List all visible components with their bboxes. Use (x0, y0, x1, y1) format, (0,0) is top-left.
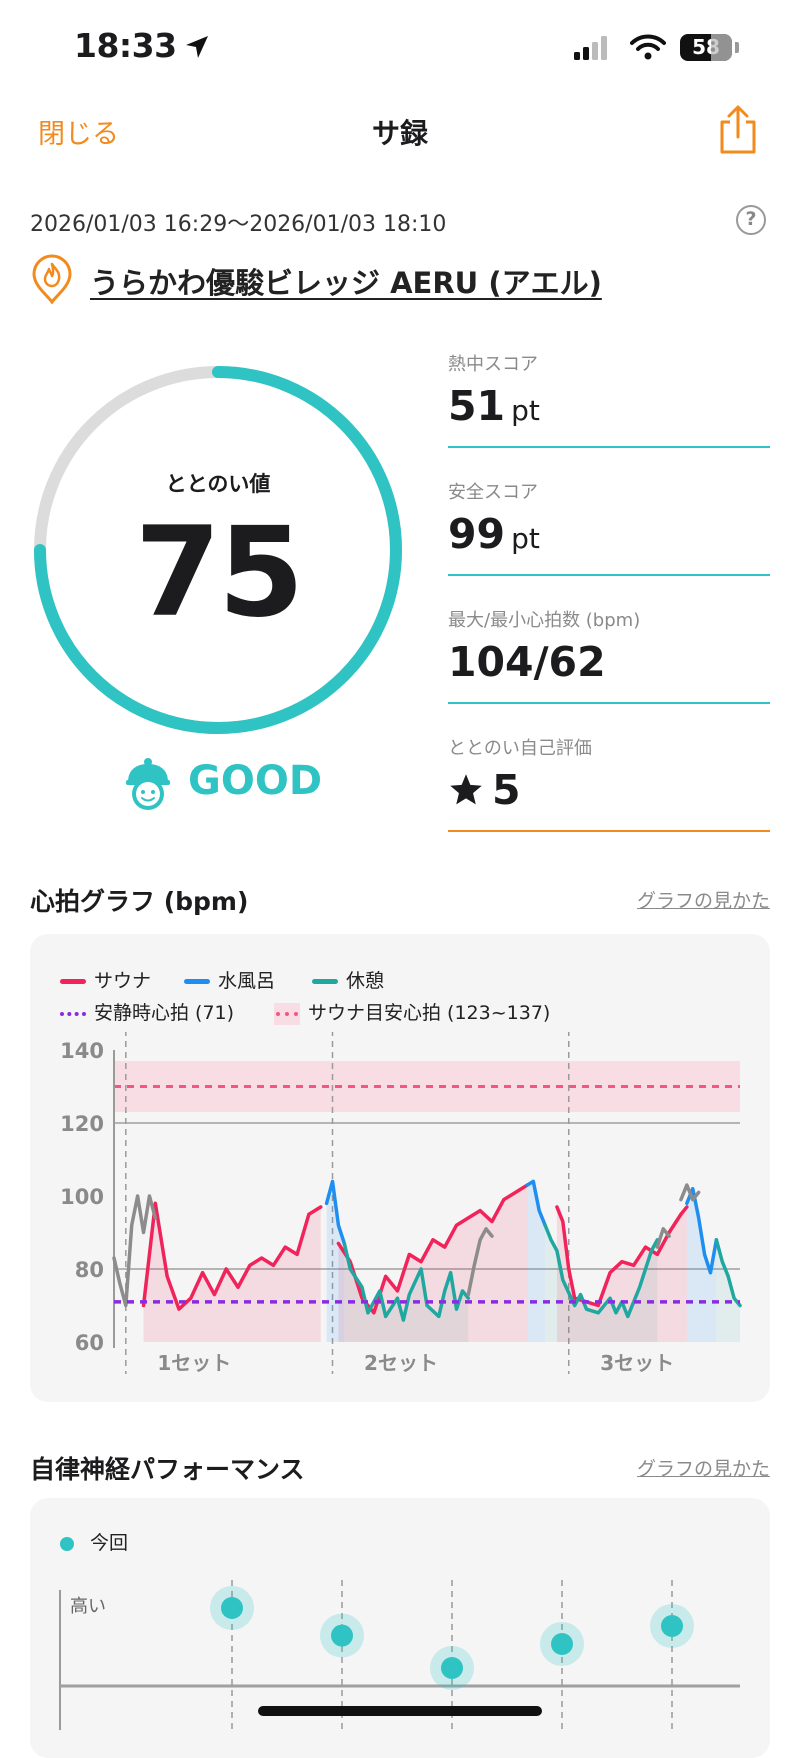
series-area (143, 1203, 321, 1342)
legend-label: サウナ目安心拍 (123~137) (308, 1002, 551, 1024)
wifi-icon (630, 34, 666, 60)
navigation-bar: 閉じる サ録 (0, 96, 800, 166)
totonoi-gauge (34, 366, 402, 734)
ans-section-title: 自律神経パフォーマンス (30, 1455, 305, 1484)
series-line-サウナ (141, 1201, 323, 1311)
series-area (527, 1181, 546, 1342)
signal-icon (574, 36, 607, 60)
happy-face-icon (126, 758, 170, 810)
ans-graph-help-link[interactable]: グラフの見かた (636, 1458, 770, 1480)
legend-label: サウナ (94, 970, 152, 992)
metric-unit: pt (511, 522, 540, 555)
self-rating: ととのい自己評価 5 (448, 734, 770, 850)
gauge-progress-arc (34, 366, 402, 734)
heart-rate-range: 最大/最小心拍数 (bpm) 104/62 (448, 606, 770, 722)
gauge-label: ととのい値 (165, 472, 271, 496)
safety-score: 安全スコア 99 pt (448, 478, 770, 594)
location-arrow-icon (186, 36, 208, 58)
status-time: 18:33 (74, 26, 177, 65)
ans-point (551, 1633, 573, 1655)
series-line-休憩 (714, 1238, 742, 1308)
series-area (686, 1188, 717, 1342)
metric-value: 51 (448, 382, 506, 430)
legend-sauna: サウナ (60, 966, 151, 993)
status-bar: 18:33 58 (0, 0, 800, 96)
battery-tip (735, 42, 739, 53)
metric-unit: pt (511, 394, 540, 427)
ans-y-label: 高い (70, 1596, 106, 1617)
y-tick-label: 120 (60, 1112, 104, 1136)
date-range: 2026/01/03 16:29～2026/01/03 18:10 (30, 212, 447, 237)
legend-this-time: 今回 (60, 1528, 128, 1555)
legend-label: 休憩 (346, 970, 385, 992)
ans-point (331, 1624, 353, 1647)
series-line-other (112, 1194, 158, 1308)
series-line-other (655, 1227, 671, 1249)
metric-value: 5 (492, 766, 521, 814)
hr-section-title: 心拍グラフ (bpm) (30, 887, 249, 916)
heart-rate-chart: 60 80 100 120 140 1セット 2セット 3セット (60, 1032, 742, 1375)
divider (448, 446, 770, 448)
rating-label: GOOD (188, 758, 323, 804)
y-tick-label: 60 (75, 1331, 104, 1355)
legend-water: 水風呂 (184, 966, 275, 993)
facility-name-link[interactable]: うらかわ優駿ビレッジ AERU (アエル) (90, 266, 602, 300)
legend-resting-hr: 安静時心拍 (71) (60, 998, 234, 1025)
legend-label: 今回 (90, 1532, 129, 1554)
home-indicator (258, 1706, 542, 1716)
gauge-value: 75 (134, 501, 305, 645)
series-line-水風呂 (525, 1179, 547, 1227)
page-title: サ録 (371, 117, 428, 150)
set-label: 1セット (157, 1351, 231, 1375)
share-icon[interactable] (716, 104, 760, 156)
ans-point (221, 1597, 243, 1619)
y-tick-label: 100 (60, 1185, 104, 1209)
metric-label: 最大/最小心拍数 (bpm) (448, 610, 641, 631)
legend-label: 安静時心拍 (71) (94, 1002, 235, 1024)
metric-label: 熱中スコア (448, 354, 538, 375)
divider (448, 574, 770, 576)
legend-label: 水風呂 (218, 970, 276, 992)
metric-label: ととのい自己評価 (448, 738, 592, 759)
sauna-location-pin-icon (32, 254, 72, 304)
set-label: 3セット (600, 1351, 674, 1375)
divider (448, 702, 770, 704)
series-line-other (679, 1183, 701, 1202)
heat-score: 熱中スコア 51 pt (448, 350, 770, 466)
ans-point (441, 1657, 463, 1679)
hr-graph-help-link[interactable]: グラフの見かた (636, 890, 770, 912)
divider (448, 830, 770, 832)
series-line-水風呂 (685, 1186, 719, 1275)
y-tick-label: 80 (75, 1258, 104, 1282)
series-line-休憩 (342, 1241, 471, 1322)
series-line-休憩 (543, 1223, 660, 1319)
star-icon (450, 774, 482, 805)
metric-value: 104/62 (448, 638, 606, 686)
series-line-other (466, 1227, 494, 1297)
legend-target-hr: サウナ目安心拍 (123~137) (274, 998, 550, 1025)
legend-rest: 休憩 (312, 966, 384, 993)
close-button[interactable]: 閉じる (38, 119, 119, 150)
set-label: 2セット (364, 1351, 438, 1375)
series-line-水風呂 (324, 1179, 347, 1246)
series-area (545, 1225, 658, 1342)
metric-value: 99 (448, 510, 506, 558)
ans-point (661, 1615, 683, 1637)
battery-icon: 58 (680, 34, 732, 61)
metric-label: 安全スコア (448, 482, 538, 503)
ans-performance-chart (59, 1580, 740, 1730)
help-icon[interactable]: ? (736, 205, 766, 235)
hr-chart-card: サウナ 水風呂 休憩 安静時心拍 (71) サウナ目安心拍 (123~137) (30, 934, 770, 1402)
y-tick-label: 140 (60, 1039, 104, 1063)
